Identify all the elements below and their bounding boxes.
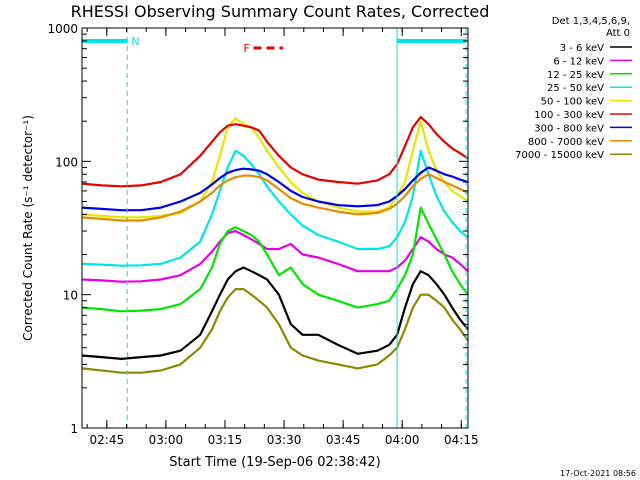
observing-bars-layer: NF — [81, 28, 467, 428]
series-layer — [81, 115, 469, 374]
night-label: N — [131, 35, 139, 48]
legend-label-8: 7000 - 15000 keV — [515, 150, 604, 161]
chart-title: RHESSI Observing Summary Count Rates, Co… — [71, 2, 490, 21]
legend-label-7: 800 - 7000 keV — [528, 137, 604, 148]
legend-label-3: 25 - 50 keV — [547, 83, 604, 94]
series-line-0 — [81, 266, 469, 360]
x-tick-label-1: 03:00 — [149, 433, 184, 447]
series-line-7 — [81, 173, 469, 222]
x-tick-label-4: 03:45 — [326, 433, 361, 447]
footer-date: 17-Oct-2021 08:56 — [560, 469, 636, 478]
legend-label-1: 6 - 12 keV — [553, 56, 604, 67]
y-tick-label-2: 100 — [55, 155, 78, 169]
series-line-2 — [81, 206, 469, 313]
series-line-5 — [81, 115, 469, 188]
legend-label-6: 300 - 800 keV — [534, 123, 604, 134]
series-line-3 — [81, 149, 469, 267]
x-tick-label-6: 04:15 — [444, 433, 479, 447]
series-line-8 — [81, 288, 469, 374]
y-tick-label-0: 1 — [70, 422, 78, 436]
legend: Det 1,3,4,5,6,9,Att 03 - 6 keV 6 - 12 keV… — [515, 16, 632, 161]
x-tick-label-0: 02:45 — [90, 433, 125, 447]
y-axis-label: Corrected Count Rate (s⁻¹ detector⁻¹) — [21, 115, 35, 341]
x-tick-label-2: 03:15 — [208, 433, 243, 447]
legend-label-4: 50 - 100 keV — [541, 97, 605, 108]
plot-frame — [81, 27, 469, 429]
legend-label-5: 100 - 300 keV — [534, 110, 604, 121]
x-axis-label: Start Time (19-Sep-06 02:38:42) — [169, 455, 380, 470]
legend-label-0: 3 - 6 keV — [560, 43, 604, 54]
flare-label: F — [243, 42, 249, 55]
x-tick-label-5: 04:00 — [385, 433, 420, 447]
series-line-1 — [81, 230, 469, 283]
series-line-6 — [81, 166, 469, 212]
y-axis: 1 10 100 1000 — [47, 22, 468, 436]
legend-header-1: Att 0 — [606, 28, 630, 39]
legend-header-0: Det 1,3,4,5,6,9, — [552, 16, 630, 27]
x-tick-label-3: 03:30 — [267, 433, 302, 447]
legend-label-2: 12 - 25 keV — [547, 70, 604, 81]
y-tick-label-3: 1000 — [47, 22, 78, 36]
y-tick-label-1: 10 — [63, 289, 78, 303]
x-axis: 02:45 03:00 03:15 03:30 03:45 04:00 04:15 — [86, 28, 479, 447]
